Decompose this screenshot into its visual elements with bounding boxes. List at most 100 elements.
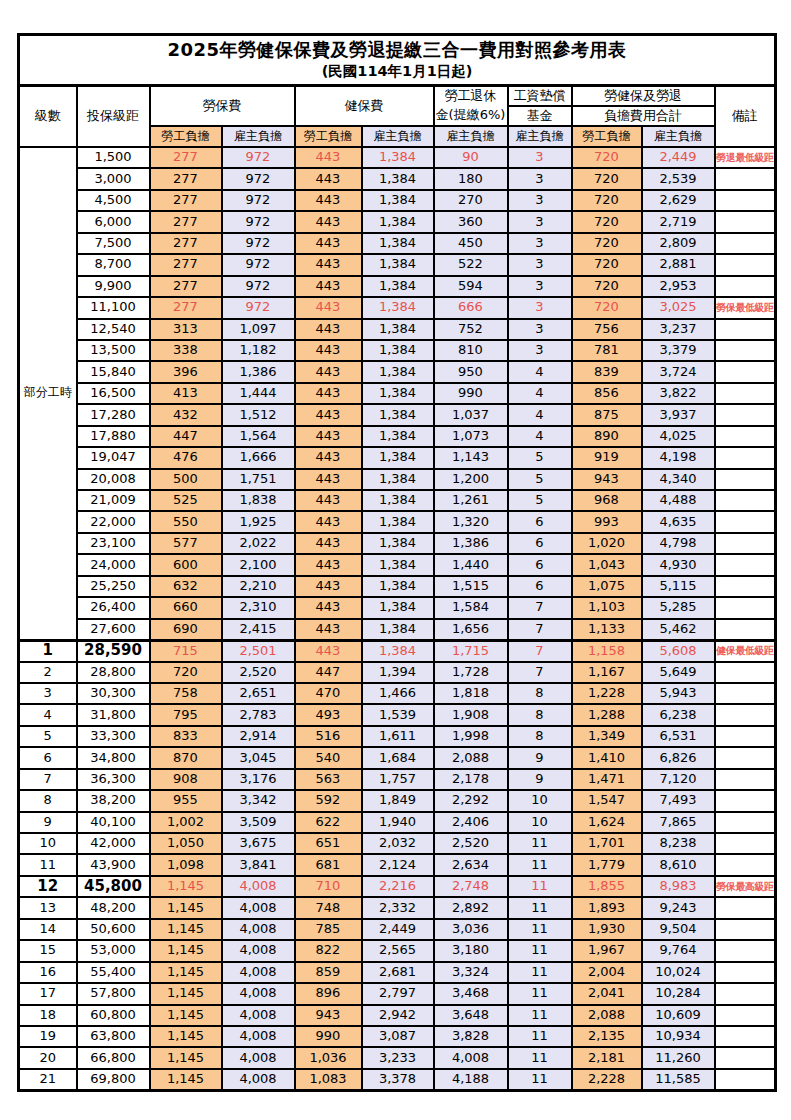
document-page: 2025年勞健保保費及勞退提繳三合一費用對照參考用表 (民國114年1月1日起)… <box>0 0 791 1092</box>
note-cell <box>715 940 776 961</box>
level-cell: 15 <box>19 940 77 961</box>
table-row: 16,5004131,4444431,38499048563,822 <box>19 383 776 404</box>
cell-labor-employer: 3,509 <box>222 812 295 833</box>
bracket-cell: 53,000 <box>77 940 150 961</box>
cell-total-employee: 968 <box>572 490 642 511</box>
cell-pension-employer: 2,178 <box>434 769 508 790</box>
cell-labor-employer: 972 <box>222 147 295 168</box>
cell-health-employee: 540 <box>295 747 362 768</box>
cell-total-employer: 10,609 <box>642 1005 715 1026</box>
table-row: 13,5003381,1824431,38481037813,379 <box>19 340 776 361</box>
cell-labor-employer: 972 <box>222 211 295 232</box>
cell-total-employer: 4,930 <box>642 554 715 575</box>
cell-wage-fund-employer: 5 <box>508 490 572 511</box>
cell-labor-employee: 600 <box>150 554 222 575</box>
cell-health-employee: 859 <box>295 962 362 983</box>
bracket-cell: 42,000 <box>77 833 150 854</box>
cell-pension-employer: 1,200 <box>434 469 508 490</box>
cell-labor-employee: 1,098 <box>150 854 222 875</box>
cell-total-employee: 1,288 <box>572 704 642 725</box>
note-cell <box>715 254 776 275</box>
cell-total-employer: 5,943 <box>642 683 715 704</box>
note-cell <box>715 854 776 875</box>
cell-wage-fund-employer: 8 <box>508 726 572 747</box>
cell-health-employee: 651 <box>295 833 362 854</box>
cell-total-employee: 1,043 <box>572 554 642 575</box>
cell-health-employee: 443 <box>295 597 362 618</box>
cell-total-employee: 1,893 <box>572 897 642 918</box>
note-cell <box>715 812 776 833</box>
cell-health-employer: 2,449 <box>362 919 434 940</box>
bracket-cell: 36,300 <box>77 769 150 790</box>
col-header-labor-insurance: 勞保費 <box>150 86 295 127</box>
cell-labor-employee: 277 <box>150 168 222 189</box>
cell-labor-employee: 476 <box>150 447 222 468</box>
cell-total-employer: 4,198 <box>642 447 715 468</box>
cell-health-employer: 1,384 <box>362 511 434 532</box>
level-cell: 17 <box>19 983 77 1004</box>
table-row: 7,5002779724431,38445037202,809 <box>19 233 776 254</box>
cell-labor-employer: 1,512 <box>222 404 295 425</box>
table-row: 23,1005772,0224431,3841,38661,0204,798 <box>19 533 776 554</box>
cell-total-employee: 919 <box>572 447 642 468</box>
cell-total-employee: 720 <box>572 233 642 254</box>
note-cell <box>715 962 776 983</box>
cell-total-employee: 720 <box>572 190 642 211</box>
cell-labor-employee: 277 <box>150 190 222 211</box>
cell-wage-fund-employer: 4 <box>508 404 572 425</box>
cell-total-employee: 720 <box>572 211 642 232</box>
bracket-cell: 26,400 <box>77 597 150 618</box>
cell-total-employee: 720 <box>572 276 642 297</box>
cell-total-employer: 2,629 <box>642 190 715 211</box>
table-row: 4,5002779724431,38427037202,629 <box>19 190 776 211</box>
bracket-cell: 38,200 <box>77 790 150 811</box>
bracket-cell: 22,000 <box>77 511 150 532</box>
note-cell <box>715 662 776 683</box>
cell-wage-fund-employer: 8 <box>508 704 572 725</box>
level-cell: 13 <box>19 897 77 918</box>
bracket-cell: 45,800 <box>77 876 150 897</box>
table-row: 1655,4001,1454,0088592,6813,324112,00410… <box>19 962 776 983</box>
cell-health-employee: 443 <box>295 211 362 232</box>
cell-health-employee: 443 <box>295 233 362 254</box>
note-cell <box>715 340 776 361</box>
cell-health-employee: 1,083 <box>295 1069 362 1090</box>
col-header-total-line1: 勞健保及勞退 <box>572 86 715 107</box>
cell-health-employee: 592 <box>295 790 362 811</box>
table-row: 17,2804321,5124431,3841,03748753,937 <box>19 404 776 425</box>
level-cell: 8 <box>19 790 77 811</box>
cell-health-employer: 1,384 <box>362 297 434 318</box>
cell-pension-employer: 1,998 <box>434 726 508 747</box>
level-cell: 20 <box>19 1047 77 1068</box>
table-row: 20,0085001,7514431,3841,20059434,340 <box>19 469 776 490</box>
cell-health-employer: 1,384 <box>362 361 434 382</box>
bracket-cell: 19,047 <box>77 447 150 468</box>
cell-wage-fund-employer: 4 <box>508 426 572 447</box>
bracket-cell: 13,500 <box>77 340 150 361</box>
cell-total-employee: 1,410 <box>572 747 642 768</box>
cell-health-employer: 2,681 <box>362 962 434 983</box>
cell-total-employer: 6,531 <box>642 726 715 747</box>
subheader-total-employer: 雇主負擔 <box>642 126 715 147</box>
cell-health-employee: 563 <box>295 769 362 790</box>
cell-labor-employer: 2,310 <box>222 597 295 618</box>
cell-health-employer: 2,032 <box>362 833 434 854</box>
level-cell: 19 <box>19 1026 77 1047</box>
cell-total-employer: 4,488 <box>642 490 715 511</box>
cell-labor-employee: 550 <box>150 511 222 532</box>
cell-total-employer: 2,881 <box>642 254 715 275</box>
note-cell: 勞保最高級距 <box>715 876 776 897</box>
cell-total-employer: 11,585 <box>642 1069 715 1090</box>
cell-total-employee: 839 <box>572 361 642 382</box>
cell-health-employer: 3,087 <box>362 1026 434 1047</box>
cell-health-employer: 1,384 <box>362 233 434 254</box>
cell-labor-employee: 525 <box>150 490 222 511</box>
cell-pension-employer: 990 <box>434 383 508 404</box>
cell-labor-employer: 4,008 <box>222 1005 295 1026</box>
cell-health-employer: 1,384 <box>362 469 434 490</box>
cell-labor-employee: 1,145 <box>150 876 222 897</box>
cell-total-employee: 1,624 <box>572 812 642 833</box>
table-row: 228,8007202,5204471,3941,72871,1675,649 <box>19 662 776 683</box>
cell-labor-employer: 2,022 <box>222 533 295 554</box>
cell-total-employer: 4,025 <box>642 426 715 447</box>
